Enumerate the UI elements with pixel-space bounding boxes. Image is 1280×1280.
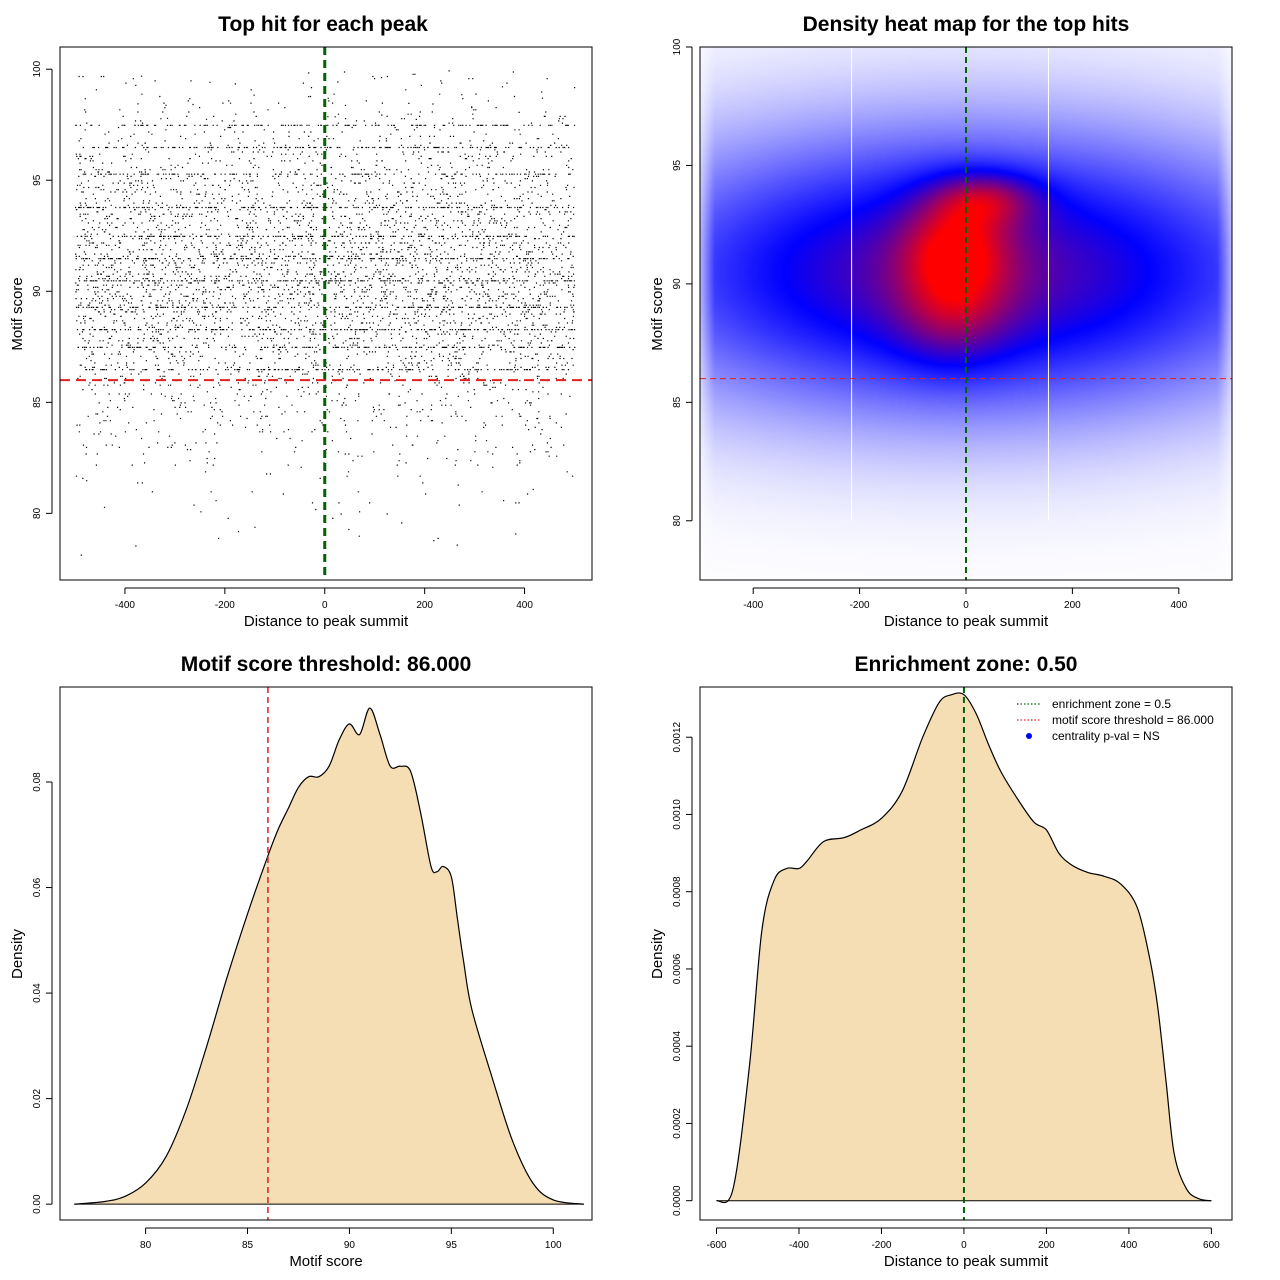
- distance-density-title: Enrichment zone: 0.50: [855, 653, 1078, 676]
- y-tick-label: 90: [32, 285, 43, 297]
- scatter-reference-lines: [60, 47, 592, 580]
- score-density-axes: 80 85 90 95 100 0.00 0.02 0.04 0.06 0.08: [32, 686, 593, 1251]
- x-tick-label: 600: [1203, 1240, 1220, 1251]
- x-tick-label: 400: [1121, 1240, 1138, 1251]
- x-tick-label: 0: [322, 600, 328, 611]
- distance-density-legend: enrichment zone = 0.5 motif score thresho…: [1017, 697, 1214, 743]
- y-tick-label: 0.0006: [672, 953, 683, 984]
- y-tick-label: 80: [672, 515, 683, 527]
- y-tick-label: 0.0004: [672, 1030, 683, 1061]
- x-tick-label: 80: [140, 1240, 152, 1251]
- y-tick-label: 0.04: [32, 983, 43, 1003]
- y-tick-label: 85: [32, 396, 43, 408]
- heatmap-reference-lines: [700, 47, 1232, 580]
- y-tick-label: 0.06: [32, 877, 43, 897]
- density-line: [716, 692, 1212, 1204]
- y-tick-label: 0.0008: [672, 876, 683, 907]
- y-tick-label: 100: [32, 60, 43, 77]
- y-tick-label: 0.08: [32, 772, 43, 792]
- x-tick-label: -600: [706, 1240, 726, 1251]
- x-tick-label: -200: [871, 1240, 891, 1251]
- x-tick-label: 200: [1038, 1240, 1055, 1251]
- y-tick-label: 95: [32, 174, 43, 186]
- x-tick-label: 95: [446, 1240, 458, 1251]
- y-tick-label: 0.0002: [672, 1108, 683, 1139]
- density-fill: [74, 708, 584, 1205]
- x-tick-label: -200: [215, 600, 235, 611]
- x-tick-label: 200: [416, 600, 433, 611]
- density-line: [74, 707, 584, 1205]
- scatter-title: Top hit for each peak: [218, 13, 428, 36]
- x-tick-label: 100: [545, 1240, 562, 1251]
- scatter-axes: -400 -200 0 200 400 80 85 90 95 100: [32, 46, 593, 611]
- x-tick-label: 90: [344, 1240, 356, 1251]
- panel-heatmap: Density heat map for the top hits Distan…: [649, 13, 1233, 630]
- panel-distance-density: Enrichment zone: 0.50 Distance to peak s…: [649, 653, 1233, 1270]
- x-tick-label: 0: [963, 600, 969, 611]
- y-tick-label: 0.0000: [672, 1185, 683, 1216]
- x-tick-label: 0: [961, 1240, 967, 1251]
- distance-density-ylabel: Density: [649, 928, 666, 979]
- legend-dot-symbol: [1026, 733, 1032, 739]
- y-tick-label: 90: [672, 278, 683, 290]
- legend-entry: enrichment zone = 0.5: [1052, 697, 1171, 711]
- y-tick-label: 100: [672, 38, 683, 55]
- plot-frame: [59, 46, 593, 581]
- y-tick-label: 0.02: [32, 1088, 43, 1108]
- plot-frame: [699, 686, 1233, 1221]
- legend-entry: motif score threshold = 86.000: [1052, 713, 1214, 727]
- y-tick-label: 0.0010: [672, 799, 683, 830]
- plot-frame: [59, 686, 593, 1221]
- panel-scatter: Top hit for each peak Distance to peak s…: [9, 13, 593, 630]
- heatmap-title: Density heat map for the top hits: [803, 13, 1130, 36]
- y-tick-label: 0.00: [32, 1194, 43, 1214]
- score-density-xlabel: Motif score: [289, 1253, 362, 1270]
- scatter-xlabel: Distance to peak summit: [244, 613, 409, 630]
- heatmap-xlabel: Distance to peak summit: [884, 613, 1049, 630]
- y-tick-label: 95: [672, 159, 683, 171]
- distance-density-xlabel: Distance to peak summit: [884, 1253, 1049, 1270]
- x-tick-label: 200: [1064, 600, 1081, 611]
- heatmap-axes: -400 -200 0 200 400 80 85 90 95 100: [672, 38, 1233, 611]
- x-tick-label: 400: [1170, 600, 1187, 611]
- x-tick-label: 85: [242, 1240, 254, 1251]
- score-density-ylabel: Density: [9, 928, 26, 979]
- x-tick-label: 400: [516, 600, 533, 611]
- legend-entry: centrality p-val = NS: [1052, 729, 1160, 743]
- y-tick-label: 0.0012: [672, 721, 683, 752]
- score-density-curve: [74, 707, 584, 1205]
- x-tick-label: -400: [789, 1240, 809, 1251]
- x-tick-label: -400: [115, 600, 135, 611]
- panel-score-density: Motif score threshold: 86.000 Motif scor…: [9, 653, 593, 1270]
- x-tick-label: -400: [743, 600, 763, 611]
- score-density-title: Motif score threshold: 86.000: [181, 653, 472, 676]
- scatter-ylabel: Motif score: [9, 277, 26, 350]
- distance-density-axes: -600 -400 -200 0 200 400 600 0.0000 0.0002 0.0004…: [672, 686, 1233, 1251]
- y-tick-label: 85: [672, 396, 683, 408]
- plot-frame: [699, 46, 1233, 581]
- y-tick-label: 80: [32, 507, 43, 519]
- heatmap-ylabel: Motif score: [649, 277, 666, 350]
- x-tick-label: -200: [850, 600, 870, 611]
